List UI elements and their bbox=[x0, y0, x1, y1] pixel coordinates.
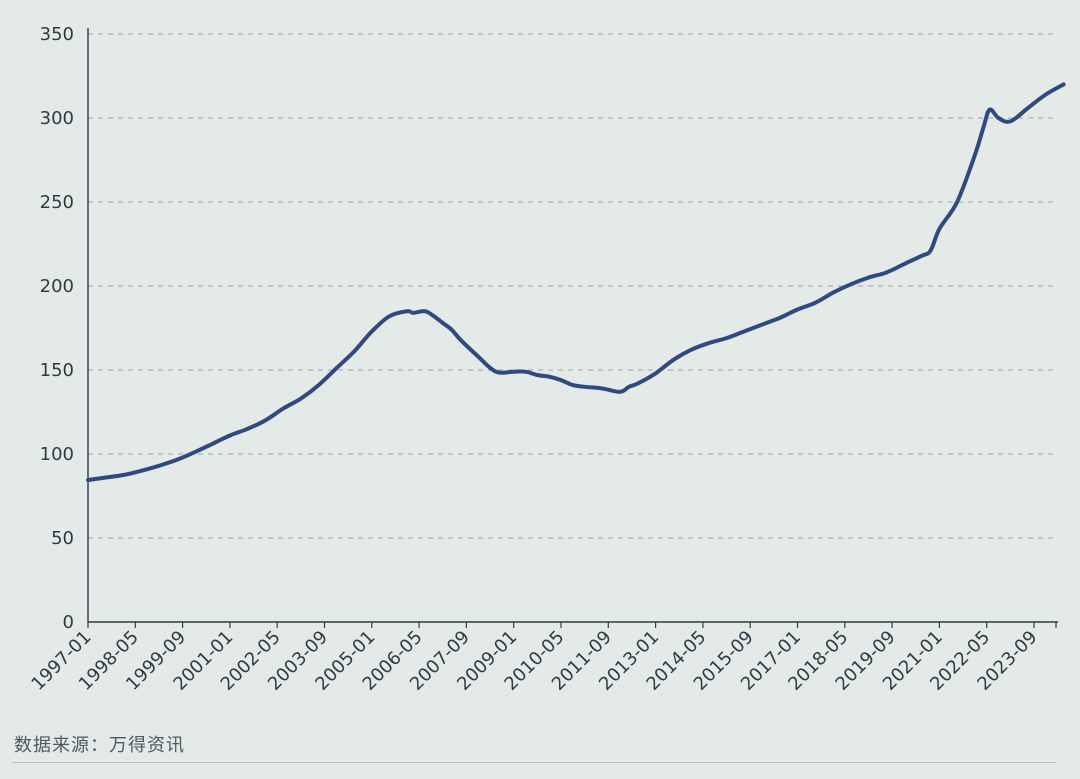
y-tick-label: 250 bbox=[40, 192, 74, 213]
series-line bbox=[86, 82, 1066, 482]
y-tick-label: 150 bbox=[40, 360, 74, 381]
bottom-divider bbox=[12, 762, 1056, 763]
y-tick-label: 300 bbox=[40, 108, 74, 129]
y-tick-label: 100 bbox=[40, 444, 74, 465]
y-tick-label: 350 bbox=[40, 24, 74, 45]
series-layer bbox=[86, 82, 1066, 482]
y-tick-label: 50 bbox=[51, 528, 74, 549]
y-tick-label: 200 bbox=[40, 276, 74, 297]
y-tick-label: 0 bbox=[63, 612, 74, 633]
gridlines bbox=[88, 33, 1058, 539]
y-axis: 0 50 100 150 200 250 300 350 bbox=[40, 24, 89, 633]
x-axis: 1997-011998-051999-092001-012002-052003-… bbox=[27, 621, 1058, 695]
source-note: 数据来源：万得资讯 bbox=[14, 735, 185, 756]
